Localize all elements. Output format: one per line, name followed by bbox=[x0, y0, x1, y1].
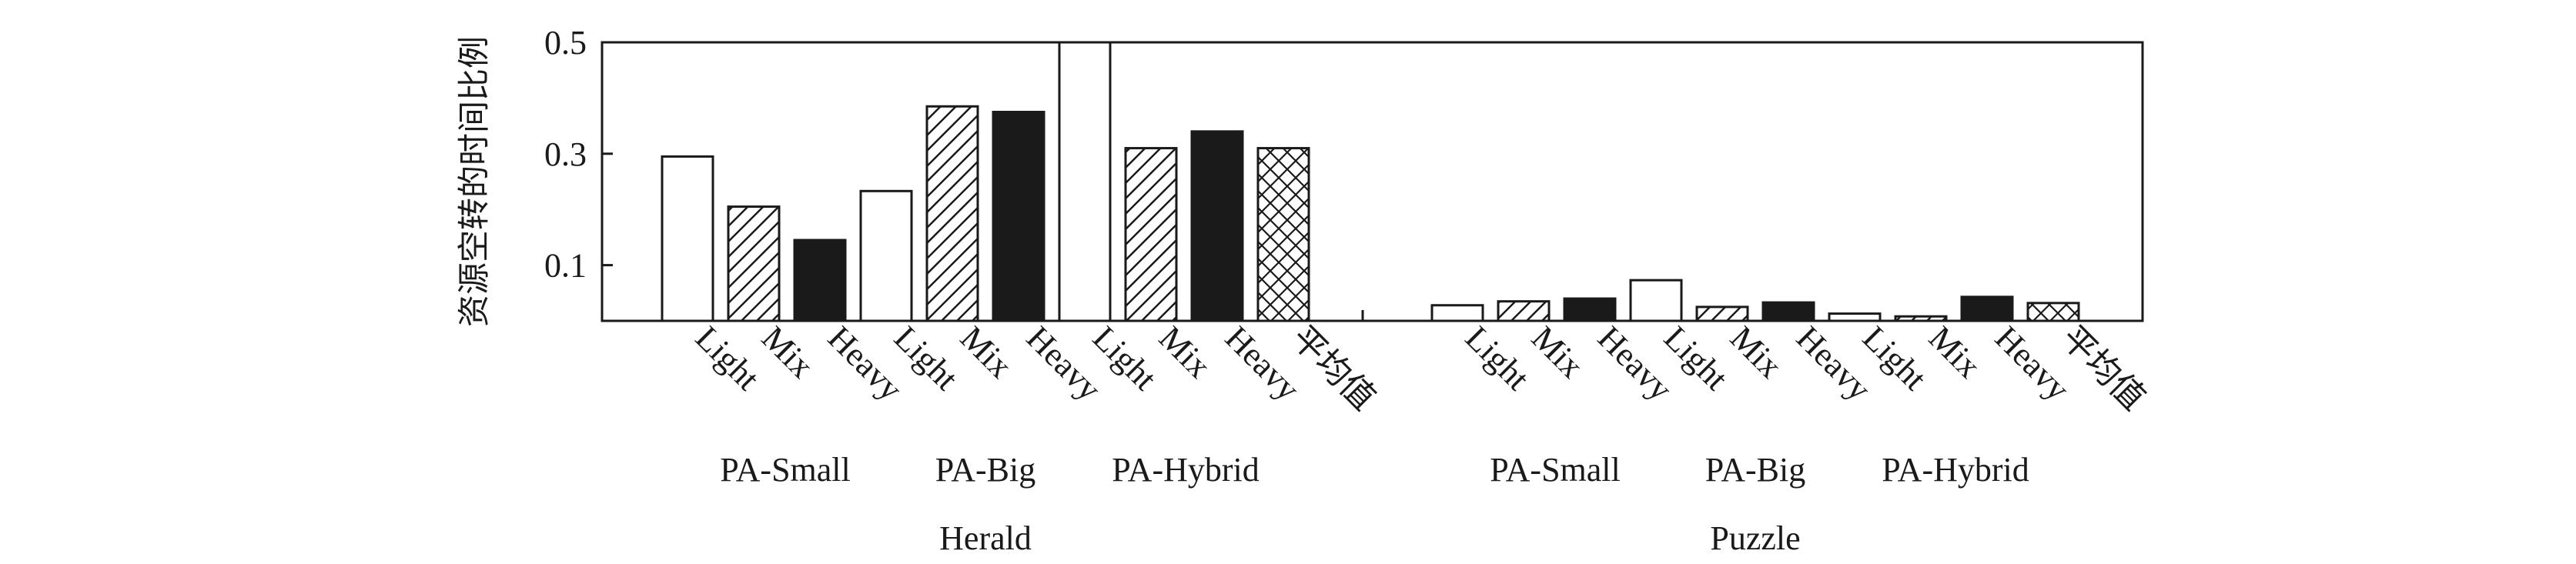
group-label: PA-Small bbox=[720, 451, 851, 489]
bar-herald-2 bbox=[793, 239, 847, 322]
section-label: Puzzle bbox=[1710, 519, 1800, 557]
group-label: PA-Big bbox=[1705, 451, 1805, 489]
x-category-label: Heavy bbox=[821, 319, 910, 408]
bar-puzzle-2 bbox=[1563, 297, 1617, 322]
x-category-label: Light bbox=[688, 319, 767, 397]
x-category-label: Mix bbox=[1723, 319, 1790, 385]
y-tick-label: 0.5 bbox=[544, 24, 587, 62]
y-tick-label: 0.1 bbox=[544, 247, 587, 285]
bar-puzzle-9 bbox=[2026, 302, 2080, 322]
x-category-label: Heavy bbox=[1988, 319, 2077, 408]
bar-herald-7 bbox=[1124, 147, 1178, 322]
bar-herald-5 bbox=[992, 111, 1045, 322]
bar-puzzle-3 bbox=[1629, 279, 1683, 322]
bar-herald-4 bbox=[925, 105, 979, 322]
x-category-label: Mix bbox=[1152, 319, 1219, 385]
x-category-label: 平均值 bbox=[2054, 319, 2153, 417]
bar-puzzle-6 bbox=[1828, 312, 1882, 322]
x-category-label: Heavy bbox=[1789, 319, 1878, 408]
plot-frame bbox=[601, 41, 2144, 322]
x-category-label: Light bbox=[1458, 319, 1537, 397]
x-category-label: Heavy bbox=[1591, 319, 1680, 408]
y-axis-label: 资源空转的时间比例 bbox=[457, 36, 493, 327]
bar-puzzle-8 bbox=[1960, 295, 2014, 322]
bar-herald-8 bbox=[1190, 130, 1244, 322]
bar-puzzle-7 bbox=[1894, 315, 1948, 322]
section-label: Herald bbox=[939, 519, 1032, 557]
x-category-label: Mix bbox=[953, 319, 1020, 385]
bar-herald-6 bbox=[1058, 41, 1112, 322]
x-category-label: 平均值 bbox=[1284, 319, 1383, 417]
x-category-label: Mix bbox=[1524, 319, 1591, 385]
bar-puzzle-1 bbox=[1497, 300, 1551, 322]
bar-puzzle-0 bbox=[1430, 304, 1484, 322]
x-category-label: Heavy bbox=[1218, 319, 1307, 408]
x-category-label: Heavy bbox=[1019, 319, 1109, 408]
group-label: PA-Big bbox=[935, 451, 1035, 489]
y-tick-label: 0.3 bbox=[544, 135, 587, 173]
group-label: PA-Small bbox=[1490, 451, 1621, 489]
x-category-label: Mix bbox=[1922, 319, 1989, 385]
group-label: PA-Hybrid bbox=[1882, 451, 2029, 489]
x-category-label: Mix bbox=[754, 319, 821, 385]
bar-puzzle-4 bbox=[1695, 305, 1749, 322]
group-label: PA-Hybrid bbox=[1112, 451, 1260, 489]
bar-puzzle-5 bbox=[1761, 301, 1815, 322]
bar-herald-9 bbox=[1256, 147, 1310, 322]
bar-herald-3 bbox=[859, 189, 913, 322]
bar-herald-1 bbox=[727, 205, 781, 322]
bar-herald-0 bbox=[661, 155, 714, 322]
